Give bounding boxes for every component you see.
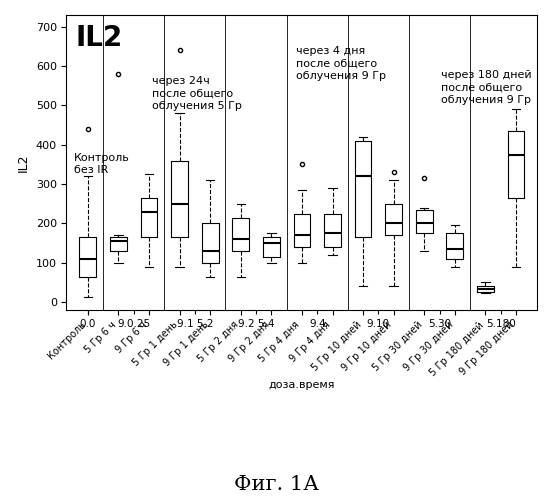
Text: Фиг. 1А: Фиг. 1А — [234, 475, 320, 494]
Text: через 180 дней
после общего
облучения 9 Гр: через 180 дней после общего облучения 9 … — [441, 70, 532, 105]
X-axis label: доза.время: доза.время — [269, 380, 335, 390]
Text: IL2: IL2 — [76, 24, 123, 52]
Text: через 24ч
после общего
облучения 5 Гр: через 24ч после общего облучения 5 Гр — [152, 76, 242, 111]
Text: Контроль
без IR: Контроль без IR — [74, 152, 130, 175]
Text: через 4 дня
после общего
облучения 9 Гр: через 4 дня после общего облучения 9 Гр — [296, 46, 386, 82]
Y-axis label: IL2: IL2 — [17, 153, 30, 172]
